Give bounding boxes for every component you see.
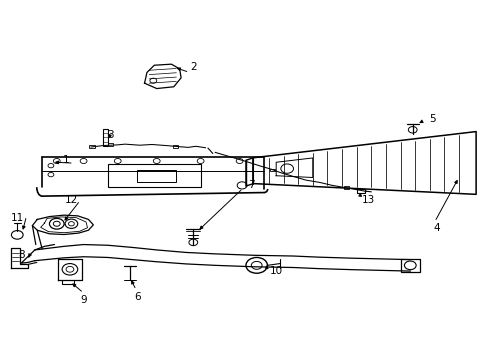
Text: 12: 12 xyxy=(64,195,78,205)
Text: 2: 2 xyxy=(190,62,196,72)
Bar xyxy=(137,170,176,182)
Bar xyxy=(103,129,108,146)
Text: 6: 6 xyxy=(134,292,140,302)
Text: 9: 9 xyxy=(80,295,87,305)
Bar xyxy=(400,258,419,272)
Text: 5: 5 xyxy=(428,114,435,124)
Text: 8: 8 xyxy=(18,250,24,260)
Text: 11: 11 xyxy=(11,213,24,222)
Text: 4: 4 xyxy=(433,224,440,233)
Bar xyxy=(270,168,275,171)
Bar xyxy=(356,189,365,193)
Text: 3: 3 xyxy=(107,130,114,140)
Bar xyxy=(108,164,200,187)
Text: 13: 13 xyxy=(362,195,375,205)
Bar xyxy=(108,143,113,146)
Text: 1: 1 xyxy=(63,155,70,165)
Bar xyxy=(344,186,348,189)
Text: 10: 10 xyxy=(269,266,282,276)
Bar xyxy=(89,145,95,148)
Bar xyxy=(172,145,177,148)
Text: 7: 7 xyxy=(248,180,255,190)
